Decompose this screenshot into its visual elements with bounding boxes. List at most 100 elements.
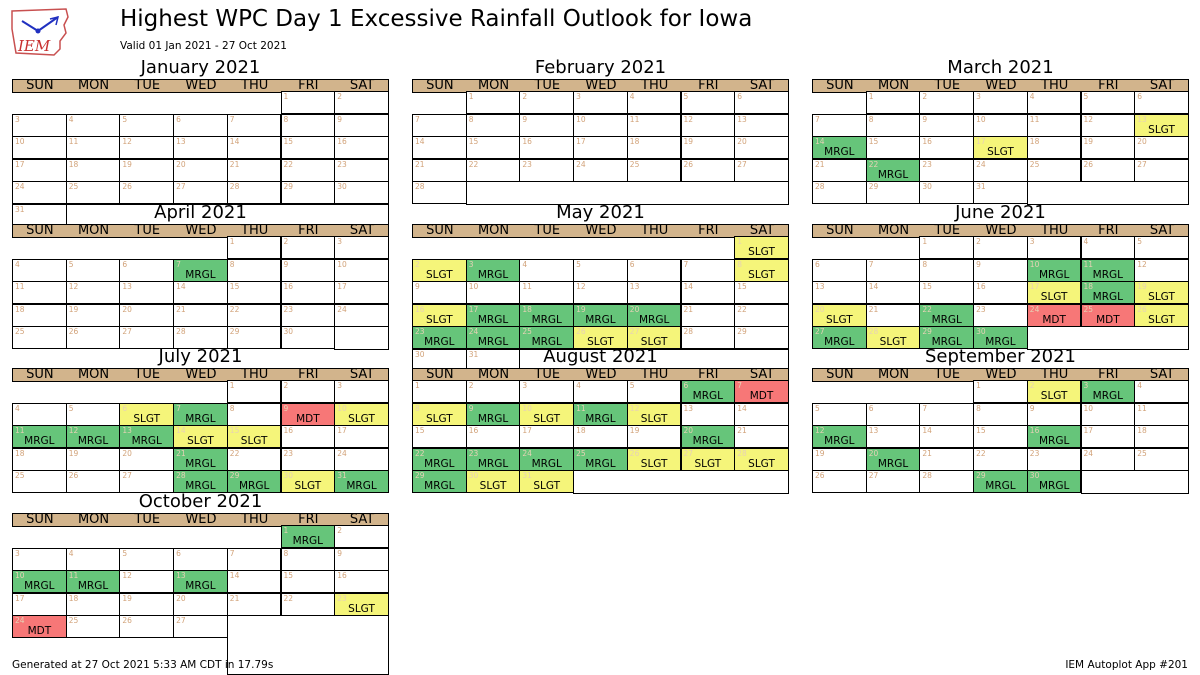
day-cell: 23 MRGL: [465, 447, 521, 471]
weekday-label: THU: [641, 223, 669, 238]
day-cell: 16: [280, 281, 336, 305]
day-cell: 29 MRGL: [973, 470, 1028, 494]
day-number: 6: [1137, 92, 1142, 101]
day-number: 3: [576, 92, 581, 101]
day-cell: 27 MRGL: [812, 326, 867, 350]
day-number: 6: [629, 259, 635, 269]
day-number: 24: [468, 327, 479, 336]
day-number: 23: [337, 593, 347, 603]
day-number: 31: [976, 182, 986, 191]
day-cell: 19 SLGT: [1134, 281, 1189, 305]
day-cell: 16: [280, 425, 336, 449]
outlook-label: MRGL: [1092, 291, 1124, 303]
day-cell: 19: [119, 158, 175, 182]
day-cell: 19: [65, 303, 121, 327]
day-cell: 23: [280, 303, 336, 327]
day-cell: 30: [919, 181, 975, 205]
day-cell: 18: [65, 592, 121, 616]
day-number: 12: [576, 282, 586, 291]
outlook-label: SLGT: [640, 412, 668, 425]
day-cell: 30 MRGL: [1026, 470, 1082, 494]
weekday-label: TUE: [134, 367, 161, 382]
day-number: 14: [176, 426, 186, 435]
day-number: 17: [15, 159, 25, 169]
day-number: 9: [976, 259, 981, 269]
day-number: 1: [468, 92, 474, 101]
day-cell: 15: [280, 570, 336, 594]
day-number: 12: [815, 426, 825, 435]
day-number: 17: [576, 137, 586, 146]
day-number: 6: [122, 403, 128, 413]
day-number: 14: [176, 282, 186, 291]
day-number: 8: [229, 259, 235, 269]
day-cell: 25: [12, 470, 67, 494]
outlook-label: MRGL: [531, 457, 562, 470]
day-number: 1: [976, 381, 981, 390]
day-number: 28: [737, 448, 747, 458]
day-cell: 7: [226, 547, 282, 571]
outlook-label: SLGT: [587, 336, 614, 348]
day-number: 11: [15, 426, 25, 435]
day-cell: 2: [465, 380, 521, 404]
day-cell: 2: [519, 91, 575, 115]
outlook-label: MRGL: [985, 336, 1016, 348]
day-number: 25: [522, 327, 532, 336]
day-number: 12: [68, 426, 79, 435]
day-cell: 17: [334, 281, 389, 305]
day-number: 3: [15, 114, 20, 124]
day-number: 15: [283, 137, 294, 146]
day-number: 6: [683, 381, 689, 390]
day-number: 10: [337, 259, 347, 269]
day-number: 7: [176, 259, 181, 269]
day-number: 2: [337, 92, 342, 101]
day-number: 12: [1137, 259, 1147, 269]
day-cell: 19: [65, 447, 121, 471]
day-number: 7: [922, 403, 928, 413]
day-number: 2: [522, 92, 528, 101]
day-cell: 14: [734, 402, 789, 426]
day-number: 20: [737, 137, 747, 146]
day-cell: 22: [280, 158, 336, 182]
outlook-label: MRGL: [1038, 268, 1070, 281]
weekday-label: MON: [77, 78, 110, 93]
outlook-label: MRGL: [1038, 480, 1070, 492]
outlook-label: SLGT: [348, 412, 375, 425]
weekday-label: TUE: [534, 78, 561, 93]
day-cell: 4: [12, 402, 67, 426]
month-title: October 2021: [138, 491, 263, 512]
day-cell: 27 SLGT: [680, 447, 736, 471]
day-number: 22: [283, 593, 294, 603]
day-cell: 14: [226, 136, 282, 160]
day-number: 20: [122, 448, 132, 458]
day-cell: 16: [519, 136, 575, 160]
day-number: 27: [122, 327, 132, 336]
day-cell: 10 SLGT: [519, 402, 575, 426]
day-cell: 21: [226, 592, 282, 616]
day-number: 10: [1029, 259, 1040, 269]
day-number: 18: [1137, 426, 1147, 435]
day-cell: 30 SLGT: [465, 470, 521, 494]
outlook-label: MRGL: [824, 146, 855, 158]
day-cell: 15: [280, 136, 336, 160]
day-number: 7: [868, 259, 874, 269]
day-cell: 12: [119, 570, 175, 594]
day-cell: 20 MRGL: [865, 447, 921, 471]
day-cell: 25 MDT: [1080, 303, 1136, 327]
day-cell: 14 SLGT: [173, 425, 228, 449]
day-cell: 8: [465, 113, 521, 137]
day-cell: 9: [280, 258, 336, 282]
day-cell: 15: [734, 281, 789, 305]
outlook-label: SLGT: [825, 313, 853, 326]
weekday-label: MON: [877, 78, 910, 93]
day-cell: 16 MRGL: [1026, 425, 1082, 449]
outlook-label: MRGL: [877, 457, 909, 470]
iem-logo: IEM: [8, 5, 72, 59]
day-number: 7: [229, 548, 235, 558]
day-cell: 9: [519, 113, 575, 137]
outlook-label: SLGT: [425, 412, 453, 425]
weekday-label: SAT: [1149, 367, 1175, 382]
day-cell: 17: [12, 592, 67, 616]
day-cell: 2: [280, 236, 336, 260]
day-cell: 27: [173, 181, 228, 205]
day-number: 6: [868, 403, 874, 413]
